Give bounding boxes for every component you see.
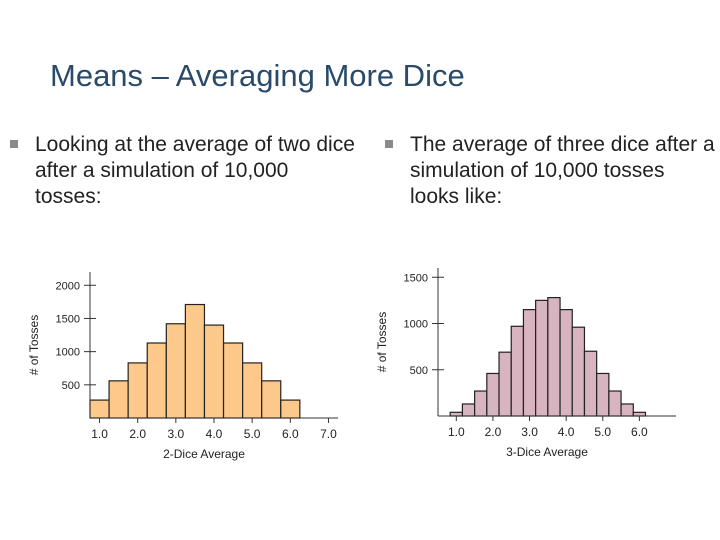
x-tick-label: 4.0 — [558, 425, 575, 439]
histogram-bar — [146, 342, 167, 419]
x-tick-label: 1.0 — [91, 427, 108, 441]
histogram-bar — [608, 390, 622, 417]
x-tick-label: 4.0 — [206, 427, 223, 441]
x-tick-label: 1.0 — [448, 425, 465, 439]
x-axis-label: 3-Dice Average — [506, 445, 588, 459]
histogram-bar — [571, 326, 586, 417]
y-tick-label: 1000 — [56, 347, 80, 359]
x-tick-label: 2.0 — [129, 427, 146, 441]
y-tick-label: 1500 — [56, 313, 80, 325]
histogram-bar — [461, 403, 476, 417]
histogram-bar — [535, 299, 549, 417]
histogram-three-dice: 500 1000 1500 1.0 2.0 3.0 4.0 5.0 6.0 3-Dice Aver… — [375, 268, 676, 459]
histogram-bar — [184, 303, 206, 419]
y-tick-label: 1000 — [404, 319, 428, 331]
y-axis-label: # of Tosses — [375, 312, 389, 372]
histogram-bar — [89, 399, 110, 419]
bullet-text-three-dice: The average of three dice after a simula… — [410, 133, 715, 208]
histogram-bar — [596, 372, 610, 417]
x-tick-label: 3.0 — [521, 425, 538, 439]
bullet-marker-icon — [385, 140, 393, 148]
y-tick-label: 500 — [62, 380, 80, 392]
histogram-bar — [108, 380, 129, 419]
histogram-bar — [547, 297, 561, 417]
y-tick-label: 2000 — [56, 280, 80, 292]
histogram-bar — [632, 411, 647, 417]
x-tick-label: 6.0 — [631, 425, 648, 439]
slide-title: Means – Averaging More Dice — [50, 58, 465, 93]
x-tick-label: 5.0 — [244, 427, 261, 441]
histogram-bar — [280, 399, 301, 419]
x-axis-label: 2-Dice Average — [163, 447, 245, 461]
x-tick-label: 2.0 — [485, 425, 502, 439]
histogram-bar — [559, 309, 573, 417]
histogram-two-dice: 500 1000 1500 2000 1.0 2.0 3.0 4.0 5.0 6.0 7.0 2-Di… — [27, 272, 338, 461]
histogram-bar — [203, 324, 225, 419]
histogram-bar — [620, 403, 634, 417]
histogram-bar — [522, 309, 537, 417]
histogram-bar — [127, 362, 148, 419]
x-tick-label: 3.0 — [168, 427, 185, 441]
histogram-bar — [242, 362, 263, 419]
y-tick-label: 1500 — [404, 272, 428, 284]
histogram-bar — [474, 390, 488, 417]
bullet-marker-icon — [10, 140, 18, 148]
x-tick-label: 5.0 — [594, 425, 611, 439]
x-tick-label: 7.0 — [320, 427, 337, 441]
histogram-bar — [449, 411, 464, 417]
y-axis-label: # of Tosses — [27, 315, 41, 375]
bullet-text-two-dice: Looking at the average of two dice after… — [35, 133, 355, 208]
histogram-bar — [165, 323, 186, 419]
histogram-bar — [261, 380, 282, 419]
histogram-bar — [583, 350, 598, 417]
histogram-bar — [510, 325, 525, 417]
histogram-bar — [486, 372, 500, 417]
histogram-bar — [222, 342, 244, 419]
x-tick-label: 6.0 — [282, 427, 299, 441]
y-tick-label: 500 — [410, 365, 428, 377]
histogram-bar — [498, 351, 512, 417]
